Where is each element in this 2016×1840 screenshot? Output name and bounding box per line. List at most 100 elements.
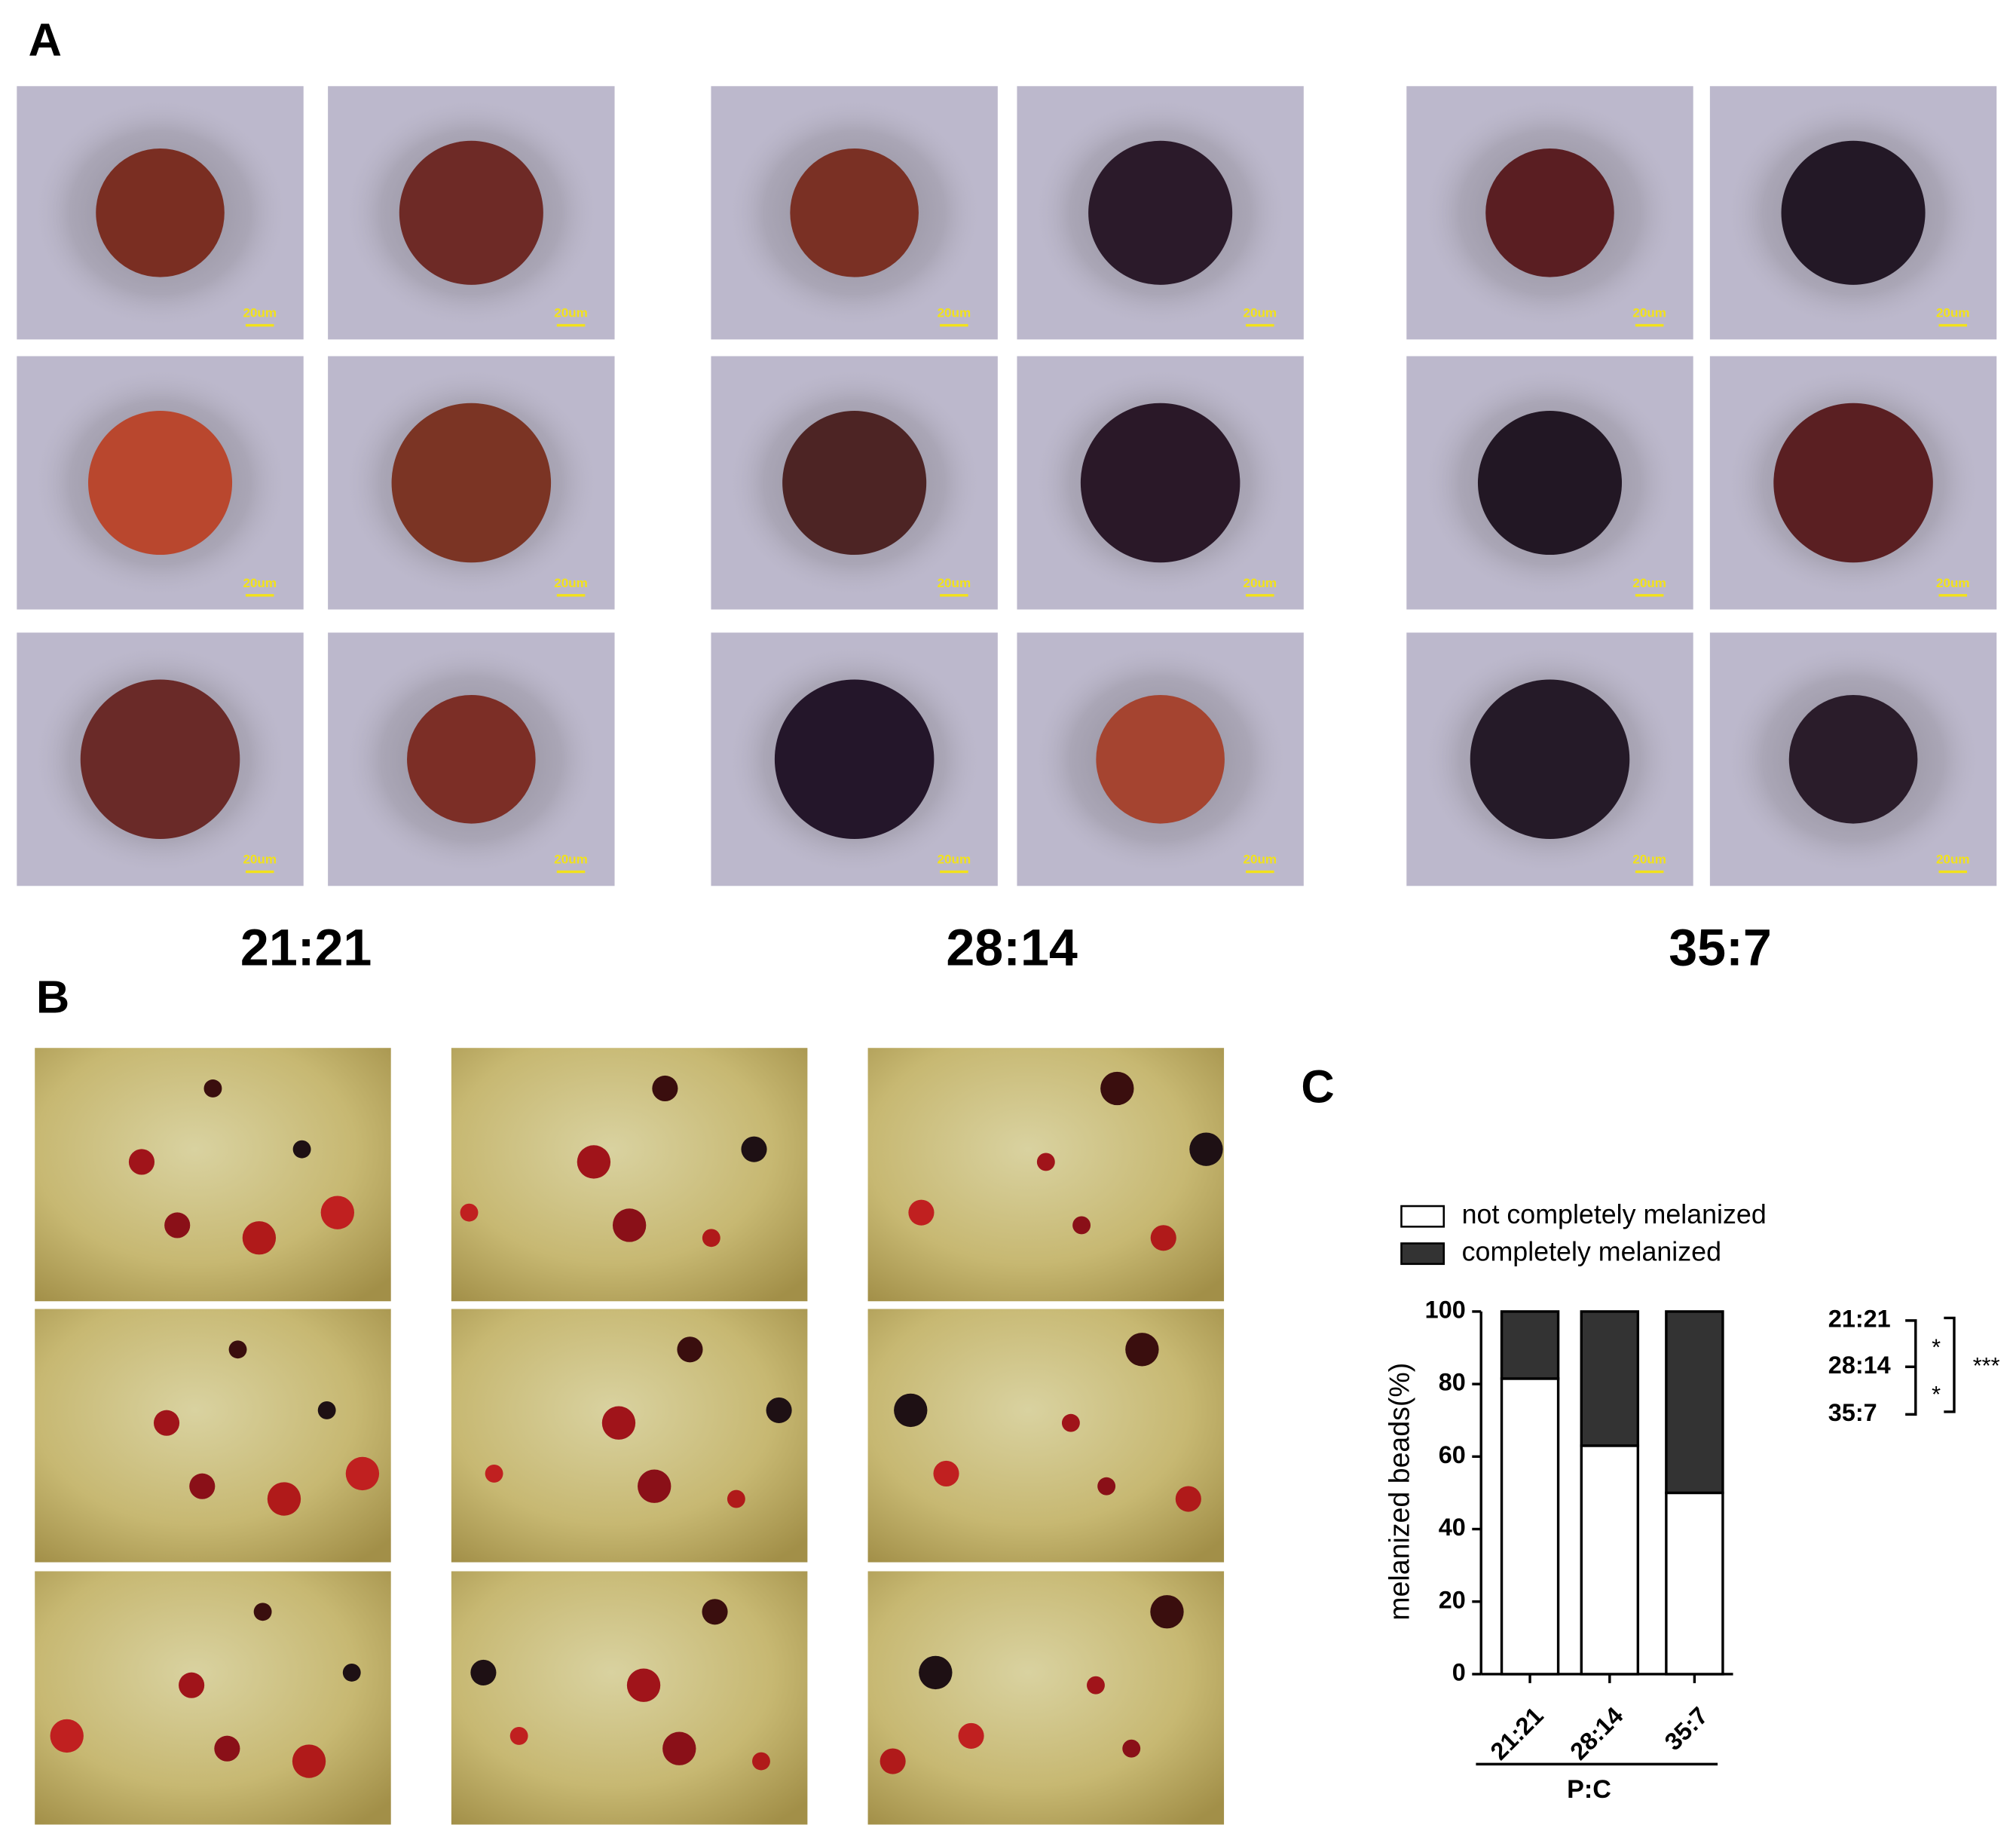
bead-dot xyxy=(242,1221,277,1255)
bead-dot xyxy=(460,1203,479,1222)
scale-bar xyxy=(940,870,968,874)
scale-bar xyxy=(245,323,274,327)
bead xyxy=(1088,140,1233,285)
scale-bar xyxy=(1938,594,1968,597)
bead xyxy=(407,694,536,824)
dissection-photo xyxy=(35,1309,391,1563)
legend-label: completely melanized xyxy=(1462,1237,1721,1267)
dissection-photo xyxy=(867,1571,1225,1825)
bead-dot xyxy=(933,1460,959,1486)
micrograph: 20um xyxy=(1406,86,1693,340)
significance-label: * xyxy=(1932,1381,1941,1407)
panel-label: A xyxy=(29,14,62,66)
bead-dot xyxy=(1100,1071,1134,1106)
scale-bar xyxy=(556,323,586,327)
scale-bar xyxy=(245,594,274,597)
bead-dot xyxy=(894,1393,928,1428)
bead-dot xyxy=(727,1489,745,1508)
bar-segment xyxy=(1665,1491,1724,1676)
scale-label: 20um xyxy=(243,576,277,590)
bead xyxy=(399,140,543,285)
photo-bg xyxy=(451,1571,808,1825)
bead-dot xyxy=(342,1663,361,1682)
micrograph: 20um xyxy=(17,356,304,610)
scale-bar xyxy=(556,870,586,874)
scale-label: 20um xyxy=(1632,576,1666,590)
scale-label: 20um xyxy=(243,306,277,320)
micrograph: 20um xyxy=(711,86,998,340)
bar-segment xyxy=(1500,1377,1560,1676)
scale-label: 20um xyxy=(554,576,588,590)
significance-group: 21:21 xyxy=(1828,1305,1891,1332)
bead-dot xyxy=(702,1229,720,1248)
bead-dot xyxy=(1125,1333,1159,1367)
scale-label: 20um xyxy=(938,853,971,867)
bead-dot xyxy=(601,1406,636,1440)
scale-label: 20um xyxy=(1244,853,1277,867)
scale-label: 20um xyxy=(1936,306,1970,320)
bead-dot xyxy=(128,1149,155,1175)
micrograph: 20um xyxy=(1017,356,1304,610)
bead-dot xyxy=(626,1668,661,1702)
legend-swatch xyxy=(1400,1205,1445,1228)
bead-dot xyxy=(1150,1225,1176,1251)
bead-dot xyxy=(203,1079,222,1098)
scale-label: 20um xyxy=(1936,576,1970,590)
photo-bg xyxy=(867,1309,1225,1563)
bead-dot xyxy=(1189,1132,1223,1166)
y-tick-label: 20 xyxy=(1439,1586,1466,1613)
x-tick-label: 35:7 xyxy=(1660,1702,1713,1756)
micrograph: 20um xyxy=(1709,356,1997,610)
group-label: 28:14 xyxy=(946,919,1078,976)
bead-dot xyxy=(164,1212,191,1238)
bead-dot xyxy=(292,1140,311,1159)
bead xyxy=(1080,403,1240,563)
bead-dot xyxy=(677,1336,703,1363)
micrograph: 20um xyxy=(1017,632,1304,886)
scale-bar xyxy=(1635,594,1664,597)
bead-dot xyxy=(638,1469,671,1503)
significance-group: 28:14 xyxy=(1828,1352,1891,1379)
dissection-photo xyxy=(451,1048,808,1302)
bead-dot xyxy=(228,1340,247,1359)
micrograph: 20um xyxy=(711,356,998,610)
dissection-photo xyxy=(451,1309,808,1563)
bead-dot xyxy=(919,1655,953,1690)
scale-bar xyxy=(1246,870,1274,874)
bead xyxy=(1773,403,1933,563)
scale-bar xyxy=(1246,594,1274,597)
micrograph: 20um xyxy=(17,86,304,340)
scale-label: 20um xyxy=(938,576,971,590)
bead-dot xyxy=(253,1603,272,1621)
y-tick-label: 100 xyxy=(1425,1296,1466,1323)
bead-dot xyxy=(766,1397,792,1423)
scale-label: 20um xyxy=(243,853,277,867)
bracket xyxy=(1905,1319,1917,1368)
scale-label: 20um xyxy=(554,306,588,320)
bead xyxy=(1788,694,1918,824)
bead xyxy=(790,148,919,277)
scale-label: 20um xyxy=(1244,306,1277,320)
micrograph: 20um xyxy=(1709,86,1997,340)
bead xyxy=(1485,148,1614,277)
bracket xyxy=(1905,1365,1917,1416)
bead-dot xyxy=(1072,1216,1091,1235)
bead-dot xyxy=(741,1136,767,1162)
bead-dot xyxy=(577,1145,611,1179)
scale-bar xyxy=(1938,870,1968,874)
y-tick-label: 0 xyxy=(1452,1659,1466,1686)
panel-label: B xyxy=(36,971,69,1023)
bead-dot xyxy=(908,1199,935,1226)
bead-dot xyxy=(267,1482,301,1516)
bead-dot xyxy=(752,1752,770,1771)
scale-label: 20um xyxy=(1244,576,1277,590)
bead-dot xyxy=(662,1731,696,1765)
scale-bar xyxy=(1635,870,1664,874)
scale-bar xyxy=(556,594,586,597)
bead-dot xyxy=(1097,1477,1116,1496)
bead xyxy=(391,403,552,563)
scale-bar xyxy=(940,323,968,327)
scale-label: 20um xyxy=(938,306,971,320)
